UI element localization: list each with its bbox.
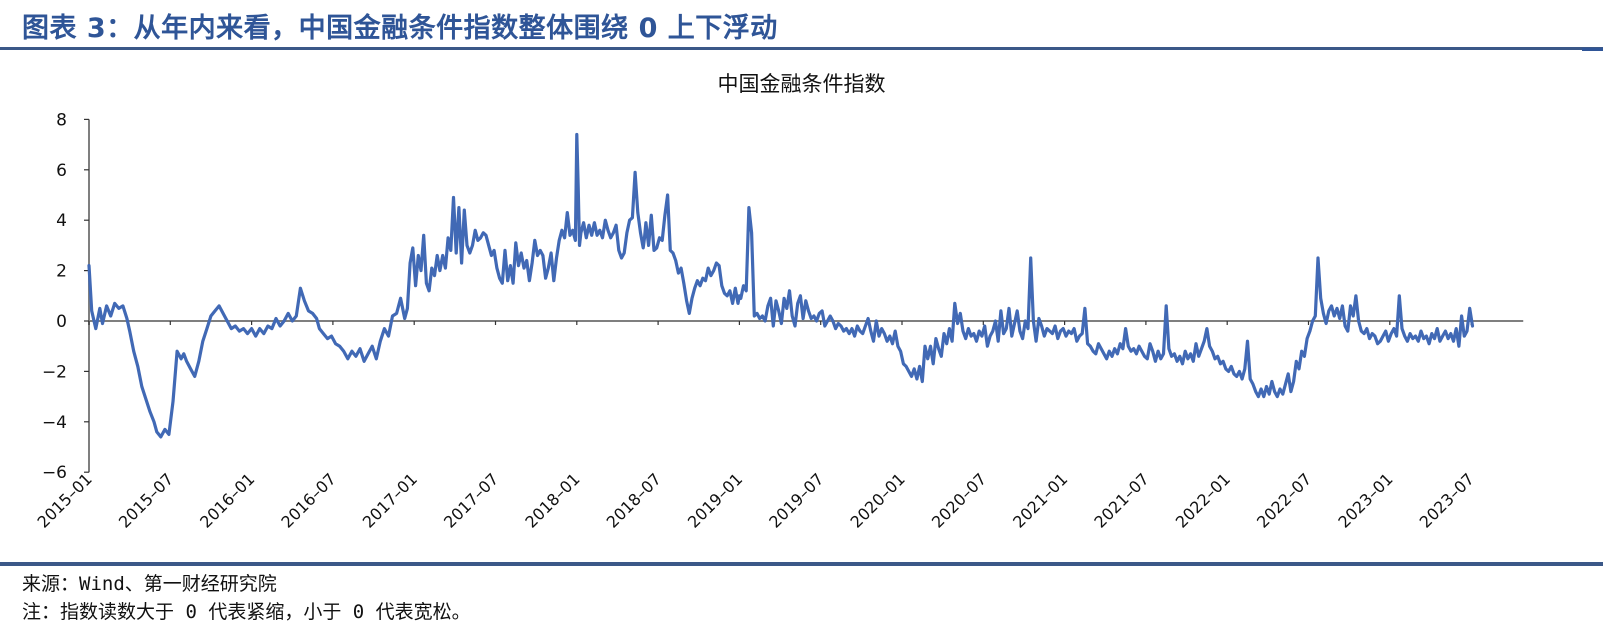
y-axis: 8 6 4 2 0 −2 −4 −6 bbox=[42, 110, 90, 483]
y-tick-label: −2 bbox=[42, 362, 67, 382]
top-divider-accent bbox=[1582, 48, 1603, 51]
x-axis: 2015–01 2015–07 2016–01 2016–07 2017–01 2017–… bbox=[34, 320, 1524, 532]
footnote: 注：指数读数大于 0 代表紧缩，小于 0 代表宽松。 bbox=[22, 601, 471, 623]
x-tick-label: 2018–01 bbox=[521, 469, 583, 531]
x-tick-label: 2019–07 bbox=[765, 469, 827, 531]
y-tick-label: 8 bbox=[56, 110, 67, 130]
x-tick-label: 2015–07 bbox=[115, 469, 177, 531]
x-tick-label: 2019–01 bbox=[684, 469, 746, 531]
source-note: 来源：Wind、第一财经研究院 bbox=[22, 573, 277, 595]
y-tick-label: 4 bbox=[56, 211, 67, 231]
x-tick-label: 2022–07 bbox=[1253, 469, 1315, 531]
y-tick-label: −6 bbox=[42, 463, 67, 483]
x-tick-label: 2022–01 bbox=[1172, 469, 1234, 531]
figure-title: 图表 3：从年内来看，中国金融条件指数整体围绕 0 上下浮动 bbox=[22, 13, 778, 44]
y-tick-label: 2 bbox=[56, 262, 67, 282]
x-tick-label: 2020–01 bbox=[847, 469, 909, 531]
x-tick-label: 2021–01 bbox=[1009, 469, 1071, 531]
chart-title: 中国金融条件指数 bbox=[717, 72, 886, 96]
x-tick-label: 2023–01 bbox=[1334, 469, 1396, 531]
y-tick-label: 6 bbox=[56, 161, 67, 181]
x-tick-label: 2023–07 bbox=[1416, 469, 1478, 531]
x-tick-label: 2017–07 bbox=[440, 469, 502, 531]
bottom-divider bbox=[0, 562, 1603, 566]
x-tick-label: 2016–07 bbox=[277, 469, 339, 531]
y-tick-label: 0 bbox=[56, 312, 67, 332]
x-tick-label: 2020–07 bbox=[928, 469, 990, 531]
top-divider bbox=[0, 47, 1603, 50]
x-tick-label: 2021–07 bbox=[1090, 469, 1152, 531]
x-tick-label: 2016–01 bbox=[196, 469, 258, 531]
series-line-financial-conditions-index bbox=[87, 132, 1475, 439]
x-tick-label: 2017–01 bbox=[359, 469, 421, 531]
y-tick-label: −4 bbox=[42, 413, 67, 433]
x-tick-label: 2018–07 bbox=[603, 469, 665, 531]
